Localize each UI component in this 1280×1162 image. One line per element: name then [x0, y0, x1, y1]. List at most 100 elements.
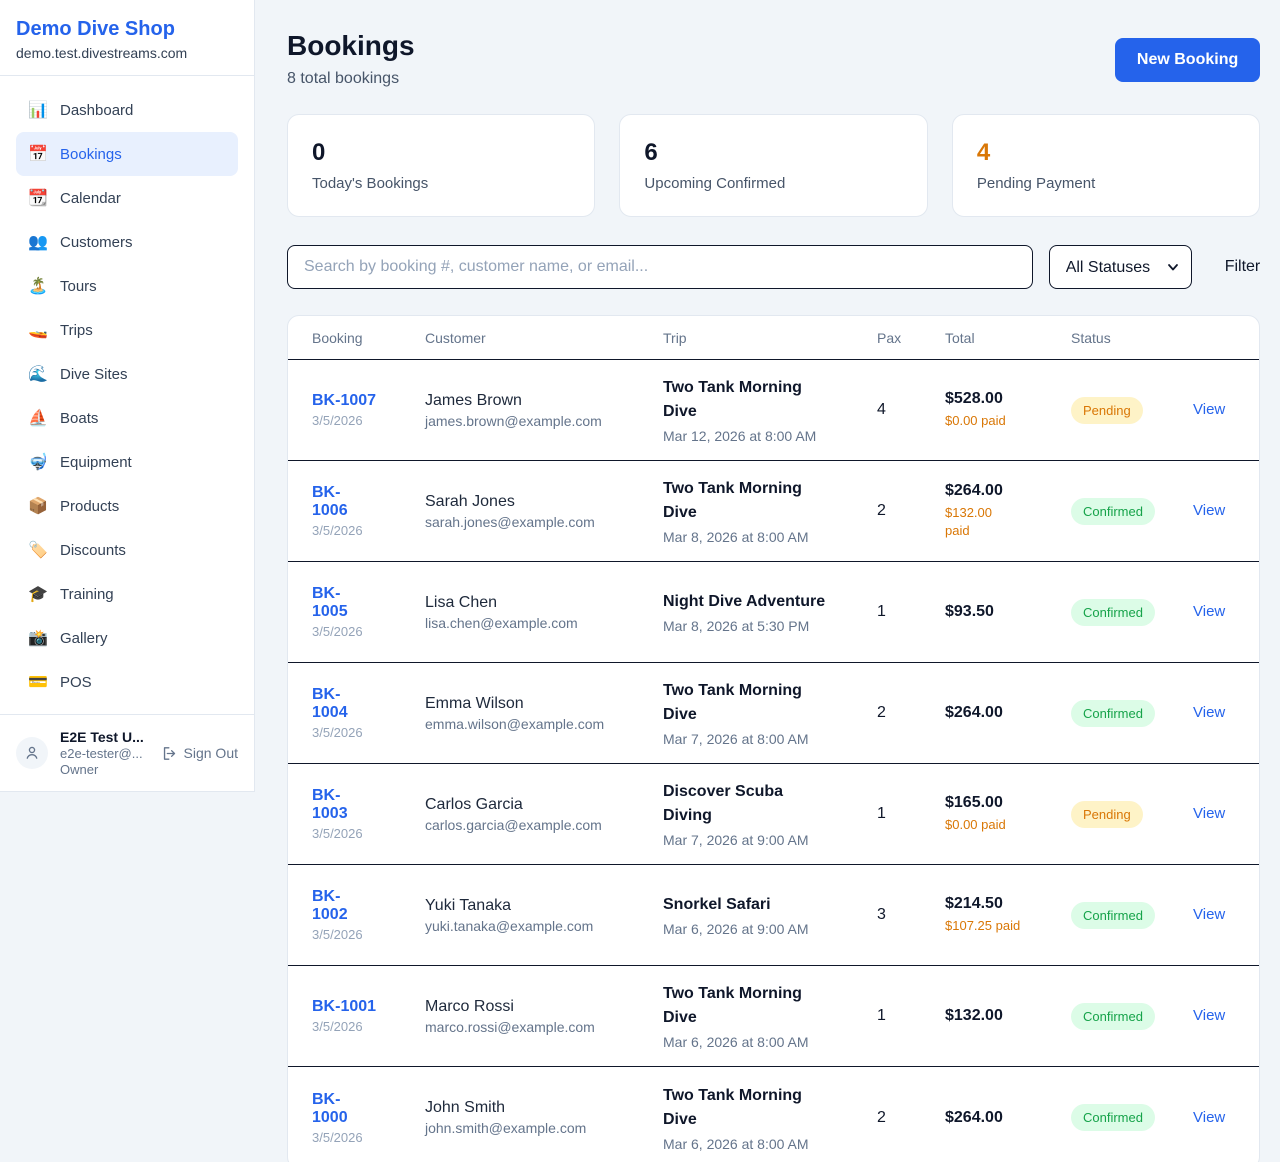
trip-name: Two Tank Morning Dive: [663, 1086, 802, 1128]
sidebar-item-trips[interactable]: 🚤 Trips: [16, 308, 238, 352]
page-header: Bookings 8 total bookings New Booking: [287, 30, 1261, 88]
diving-mask-icon: 🤿: [28, 454, 48, 471]
booking-id-link[interactable]: BK- 1002: [312, 888, 348, 923]
total-amount: $264.00: [945, 481, 1003, 499]
shop-domain: demo.test.divestreams.com: [16, 45, 188, 61]
status-badge: Confirmed: [1071, 598, 1155, 626]
sidebar-item-label: Discounts: [60, 541, 126, 559]
sidebar-item-calendar[interactable]: 📆 Calendar: [16, 176, 238, 220]
sidebar-item-discounts[interactable]: 🏷️ Discounts: [16, 528, 238, 572]
stat-label: Pending Payment: [976, 175, 1096, 192]
status-select-wrap: All Statuses: [1048, 245, 1192, 289]
customer-email: yuki.tanaka@example.com: [425, 917, 594, 934]
sidebar-item-customers[interactable]: 👥 Customers: [16, 220, 238, 264]
trip-name: Two Tank Morning Dive: [663, 480, 802, 521]
sidebar-item-label: Training: [60, 585, 114, 603]
sidebar-item-label: Bookings: [60, 145, 122, 163]
graduation-cap-icon: 🎓: [28, 586, 48, 603]
status-filter-select[interactable]: All Statuses: [1048, 245, 1192, 289]
status-badge: Confirmed: [1071, 497, 1155, 525]
filter-button[interactable]: Filter: [1224, 258, 1261, 275]
bar-chart-icon: 📊: [28, 102, 48, 119]
booking-id-link[interactable]: BK- 1004: [312, 686, 348, 721]
stat-card-todays-bookings: 0 Today's Bookings: [287, 114, 596, 217]
person-icon: [26, 746, 38, 759]
camera-icon: 📸: [28, 630, 48, 647]
sidebar-user-footer: E2E Test U... e2e-tester@... Owner Sign …: [0, 714, 254, 791]
stat-label: Upcoming Confirmed: [644, 175, 786, 192]
sidebar-item-tours[interactable]: 🏝️ Tours: [16, 264, 238, 308]
status-badge: Confirmed: [1071, 901, 1155, 929]
pax-count: 1: [877, 603, 886, 620]
sign-out-button[interactable]: Sign Out: [161, 745, 238, 762]
stat-label: Today's Bookings: [312, 175, 429, 192]
shop-name: Demo Dive Shop: [16, 18, 175, 40]
booking-date: 3/5/2026: [312, 413, 363, 428]
sidebar-item-gallery[interactable]: 📸 Gallery: [16, 616, 238, 660]
stat-card-pending-payment: 4 Pending Payment: [951, 114, 1261, 217]
total-amount: $264.00: [945, 1108, 1003, 1126]
sidebar-item-products[interactable]: 📦 Products: [16, 484, 238, 528]
customer-email: emma.wilson@example.com: [425, 715, 605, 732]
booking-date: 3/5/2026: [312, 624, 363, 639]
table-row: BK- 1000 3/5/2026 John Smith john.smith@…: [288, 1067, 1259, 1162]
new-booking-button[interactable]: New Booking: [1114, 38, 1261, 82]
view-link[interactable]: View: [1193, 906, 1226, 923]
stat-value: 4: [976, 139, 991, 166]
booking-id-link[interactable]: BK- 1000: [312, 1090, 348, 1126]
logout-icon: [163, 746, 175, 760]
booking-id-link[interactable]: BK- 1005: [312, 585, 348, 620]
customer-name: Carlos Garcia: [425, 795, 523, 813]
total-bookings-count: 8 total bookings: [287, 70, 400, 87]
customer-email: lisa.chen@example.com: [425, 614, 578, 631]
view-link[interactable]: View: [1193, 805, 1226, 822]
user-role: Owner: [60, 762, 99, 777]
view-link[interactable]: View: [1193, 1007, 1226, 1024]
view-link[interactable]: View: [1193, 401, 1226, 418]
column-header-trip: Trip: [663, 329, 687, 346]
sign-out-label: Sign Out: [183, 745, 238, 761]
customer-email: marco.rossi@example.com: [425, 1018, 595, 1035]
search-input[interactable]: [287, 245, 1033, 289]
pax-count: 2: [877, 1108, 886, 1126]
trip-datetime: Mar 7, 2026 at 8:00 AM: [663, 731, 809, 747]
column-header-total: Total: [945, 329, 975, 346]
booking-date: 3/5/2026: [312, 523, 363, 538]
sidebar-item-label: Boats: [60, 409, 99, 427]
sidebar-item-pos[interactable]: 💳 POS: [16, 660, 238, 704]
view-link[interactable]: View: [1193, 704, 1226, 721]
booking-id-link[interactable]: BK-1001: [312, 998, 377, 1015]
booking-id-link[interactable]: BK- 1003: [312, 787, 348, 822]
status-badge: Confirmed: [1071, 1002, 1155, 1030]
people-icon: 👥: [28, 234, 48, 251]
view-link[interactable]: View: [1193, 1108, 1226, 1126]
booking-id-link[interactable]: BK-1007: [312, 392, 377, 409]
trip-name: Two Tank Morning Dive: [663, 682, 802, 723]
trip-datetime: Mar 6, 2026 at 9:00 AM: [663, 921, 809, 937]
status-badge: Pending: [1071, 396, 1143, 424]
trip-name: Discover Scuba Diving: [663, 783, 784, 824]
sidebar-item-dashboard[interactable]: 📊 Dashboard: [16, 88, 238, 132]
trip-name: Two Tank Morning Dive: [663, 985, 802, 1026]
customer-name: Marco Rossi: [425, 997, 514, 1015]
pax-count: 4: [877, 401, 886, 418]
total-amount: $214.50: [945, 894, 1003, 912]
sidebar-item-dive-sites[interactable]: 🌊 Dive Sites: [16, 352, 238, 396]
sidebar-item-label: Products: [60, 497, 120, 515]
trip-name: Night Dive Adventure: [663, 593, 826, 610]
status-badge: Confirmed: [1071, 1104, 1155, 1131]
sidebar-item-equipment[interactable]: 🤿 Equipment: [16, 440, 238, 484]
sidebar-item-boats[interactable]: ⛵ Boats: [16, 396, 238, 440]
total-amount: $264.00: [945, 704, 1003, 721]
view-link[interactable]: View: [1193, 502, 1226, 519]
customer-email: carlos.garcia@example.com: [425, 816, 602, 833]
sidebar-item-training[interactable]: 🎓 Training: [16, 572, 238, 616]
sidebar-item-bookings[interactable]: 📅 Bookings: [16, 132, 238, 176]
pax-count: 3: [877, 906, 886, 923]
sidebar-item-label: Equipment: [60, 453, 132, 471]
table-row: BK- 1006 3/5/2026 Sarah Jones sarah.jone…: [288, 461, 1260, 562]
customer-name: Emma Wilson: [425, 694, 524, 712]
view-link[interactable]: View: [1193, 603, 1226, 620]
booking-id-link[interactable]: BK- 1006: [312, 484, 348, 519]
filter-bar: All Statuses Filter: [287, 245, 1260, 289]
